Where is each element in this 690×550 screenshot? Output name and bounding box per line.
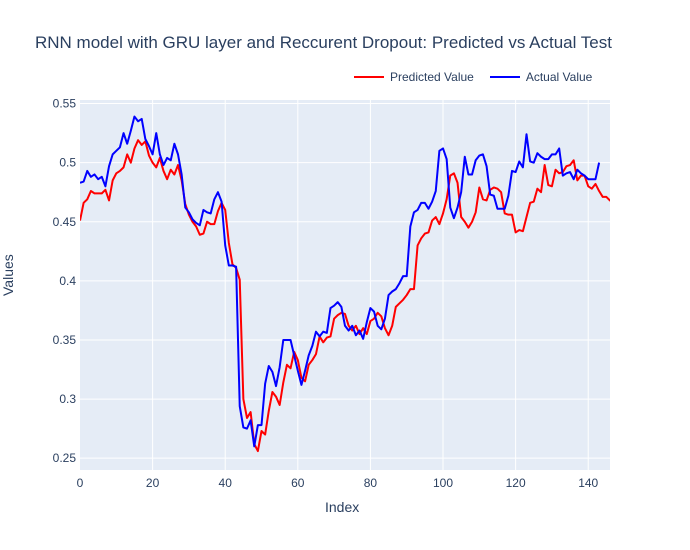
y-tick-label: 0.4	[59, 274, 76, 288]
y-axis-title: Values	[0, 254, 16, 296]
legend[interactable]: Predicted Value Actual Value	[354, 70, 608, 84]
y-tick-label: 0.45	[53, 215, 77, 229]
x-tick-label: 80	[364, 476, 378, 490]
x-tick-label: 0	[77, 476, 84, 490]
x-tick-label: 100	[433, 476, 453, 490]
x-tick-label: 120	[506, 476, 526, 490]
y-tick-label: 0.25	[53, 451, 77, 465]
x-axis-title: Index	[325, 499, 360, 515]
series-line-predicted	[80, 139, 610, 453]
x-tick-label: 140	[578, 476, 598, 490]
y-tick-label: 0.35	[53, 333, 77, 347]
chart-title: RNN model with GRU layer and Reccurent D…	[35, 33, 612, 52]
x-tick-label: 40	[219, 476, 233, 490]
series-line-actual	[80, 115, 601, 448]
legend-item-predicted[interactable]: Predicted Value	[354, 70, 474, 84]
legend-swatch-predicted	[354, 76, 384, 78]
y-tick-label: 0.5	[59, 156, 76, 170]
plot-background	[80, 100, 610, 470]
legend-item-actual[interactable]: Actual Value	[489, 70, 593, 84]
x-tick-label: 20	[146, 476, 160, 490]
legend-swatch-actual	[489, 76, 520, 78]
legend-label-predicted: Predicted Value	[390, 70, 474, 84]
x-tick-label: 60	[291, 476, 305, 490]
y-tick-label: 0.55	[53, 97, 77, 111]
legend-label-actual: Actual Value	[525, 70, 593, 84]
y-tick-label: 0.3	[59, 392, 76, 406]
